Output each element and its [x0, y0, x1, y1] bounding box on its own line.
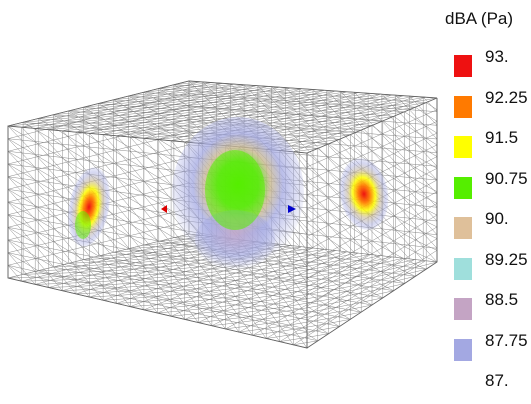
- legend-label: 89.25: [485, 249, 528, 269]
- legend-title: dBA (Pa): [445, 9, 514, 28]
- pressure-blob-center: [172, 117, 304, 270]
- legend-label: 87.: [485, 371, 509, 390]
- pressure-blob-left: [68, 167, 110, 247]
- legend-swatch: [454, 217, 472, 239]
- legend-label: 91.5: [485, 128, 519, 147]
- legend-label: 93.: [485, 47, 509, 66]
- legend-label: 87.75: [485, 330, 528, 350]
- legend-swatch: [454, 298, 472, 320]
- legend-label: 90.: [485, 209, 509, 228]
- legend-swatch: [454, 176, 472, 199]
- marker-left-arrow: [161, 205, 167, 213]
- legend-label: 92.25: [485, 87, 528, 107]
- legend-swatch: [454, 136, 472, 158]
- legend-label: 88.5: [485, 290, 519, 309]
- legend-swatch: [454, 55, 472, 77]
- pressure-blob-right: [339, 158, 389, 230]
- legend-swatch: [454, 257, 472, 280]
- marker-right-arrow: [288, 205, 296, 213]
- legend-label: 90.75: [485, 168, 528, 188]
- legend-swatch: [454, 338, 472, 361]
- legend-swatch: [454, 95, 472, 118]
